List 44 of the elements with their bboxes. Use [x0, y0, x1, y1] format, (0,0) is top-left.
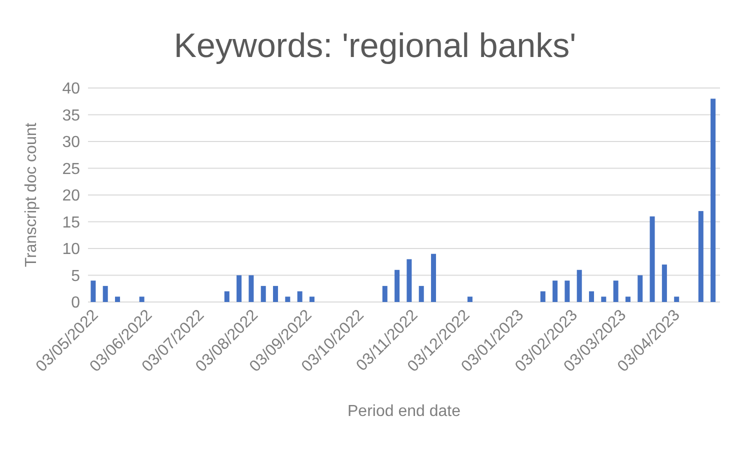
bar — [406, 259, 412, 302]
x-axis-title: Period end date — [348, 403, 461, 420]
bar — [115, 296, 120, 302]
y-tick-label: 40 — [62, 80, 80, 98]
bar — [297, 291, 302, 302]
bar — [90, 280, 96, 302]
bar — [394, 270, 400, 302]
bar — [698, 211, 704, 302]
bar — [382, 286, 388, 302]
bar — [638, 275, 643, 302]
bar — [139, 296, 144, 302]
y-tick-label: 35 — [62, 107, 80, 124]
y-tick-label: 30 — [62, 134, 80, 152]
bar — [248, 275, 254, 302]
bar — [552, 280, 558, 302]
y-tick-label: 10 — [62, 241, 80, 258]
y-tick-label: 20 — [62, 188, 80, 205]
y-tick-label: 15 — [62, 214, 80, 232]
bar — [564, 280, 570, 302]
bar — [418, 286, 424, 302]
bar — [224, 291, 230, 302]
y-tick-label: 5 — [71, 268, 80, 285]
bar — [260, 286, 266, 302]
bar — [236, 275, 242, 302]
bar — [576, 270, 582, 302]
y-tick-label: 25 — [62, 160, 80, 178]
bar — [662, 264, 667, 302]
y-tick-label: 0 — [71, 294, 80, 312]
bar — [674, 296, 680, 302]
bar — [589, 291, 594, 302]
bar — [601, 296, 606, 302]
bar — [102, 286, 108, 302]
bar — [613, 280, 618, 302]
chart-title: Keywords: 'regional banks' — [174, 27, 576, 65]
bar — [650, 216, 655, 302]
bar — [540, 291, 546, 302]
bar — [309, 296, 314, 302]
y-axis-title: Transcript doc count — [23, 122, 40, 268]
bar — [710, 98, 716, 302]
bar — [285, 296, 290, 302]
bar — [467, 296, 472, 302]
bar — [625, 296, 630, 302]
bar — [273, 286, 278, 302]
bar — [431, 254, 436, 302]
